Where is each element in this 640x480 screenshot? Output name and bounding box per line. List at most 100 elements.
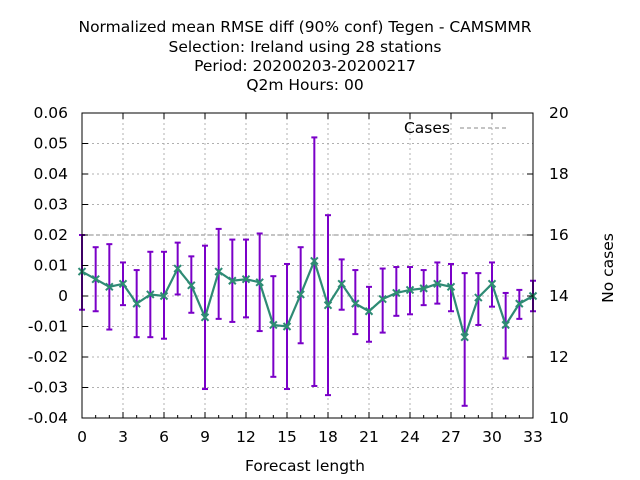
- series-line: [81, 257, 534, 341]
- y2-tick-label: 16: [549, 226, 569, 244]
- data-point: [105, 282, 114, 292]
- axis-ticks: 0 3 6 9 12 15 18 21 24 27 30 33 -0.04 -0.03 -0.02 -0.01…: [28, 104, 569, 446]
- x-tick-label: 24: [400, 428, 420, 446]
- x-tick-label: 12: [236, 428, 256, 446]
- x-tick-label: 21: [359, 428, 379, 446]
- y2-tick-label: 12: [549, 348, 569, 366]
- y2-tick-label: 20: [549, 104, 569, 122]
- y-tick-label: 0.02: [33, 226, 68, 244]
- data-point: [364, 307, 374, 316]
- plot-area: [77, 136, 538, 407]
- data-point-stroke: [118, 279, 128, 289]
- data-point: [282, 322, 292, 331]
- title-line-2: Selection: Ireland using 28 stations: [169, 38, 442, 56]
- data-point-stroke: [269, 320, 278, 330]
- data-point-stroke: [228, 276, 237, 285]
- x-tick-label: 3: [118, 428, 128, 446]
- title-line-3: Period: 20200203-20200217: [194, 57, 416, 75]
- data-point-stroke: [515, 299, 524, 308]
- data-point-stroke: [351, 299, 360, 308]
- data-point: [255, 278, 264, 287]
- data-point: [173, 264, 182, 273]
- data-point-stroke: [378, 294, 387, 304]
- x-tick-label: 15: [277, 428, 297, 446]
- data-point: [323, 300, 333, 310]
- data-point-stroke: [501, 320, 510, 330]
- data-point: [378, 294, 387, 304]
- data-point-stroke: [296, 290, 305, 299]
- data-point: [515, 299, 524, 308]
- data-point: [460, 332, 469, 342]
- y-tick-label: -0.04: [28, 409, 68, 427]
- data-point-stroke: [446, 282, 456, 292]
- x-axis-title: Forecast length: [245, 457, 365, 475]
- data-point-stroke: [132, 299, 141, 308]
- y-tick-label: 0: [58, 287, 68, 305]
- data-point: [310, 256, 319, 266]
- data-point-stroke: [187, 281, 196, 290]
- data-point: [351, 299, 360, 308]
- data-point: [241, 275, 251, 284]
- data-point-stroke: [255, 278, 264, 287]
- x-tick-label: 30: [482, 428, 502, 446]
- data-point-stroke: [105, 282, 114, 292]
- y-tick-label: 0.04: [33, 165, 68, 183]
- data-point-stroke: [91, 275, 100, 284]
- data-point: [118, 279, 128, 289]
- data-point: [146, 290, 155, 299]
- data-point-stroke: [310, 256, 319, 266]
- x-tick-label: 9: [200, 428, 210, 446]
- data-point: [419, 284, 428, 293]
- data-point: [269, 320, 278, 330]
- data-point: [187, 281, 196, 290]
- data-point: [132, 299, 141, 308]
- x-tick-label: 33: [523, 428, 543, 446]
- y-tick-label: 0.05: [33, 135, 68, 153]
- data-point-stroke: [200, 313, 210, 322]
- chart-title: Normalized mean RMSE diff (90% conf) Teg…: [78, 18, 531, 94]
- data-point: [228, 276, 237, 285]
- title-line-4: Q2m Hours: 00: [246, 76, 363, 94]
- y-tick-label: 0.06: [33, 104, 68, 122]
- title-line-1: Normalized mean RMSE diff (90% conf) Teg…: [78, 18, 531, 36]
- data-point-stroke: [392, 288, 401, 298]
- x-tick-label: 27: [441, 428, 461, 446]
- y2-axis-title: No cases: [599, 233, 617, 303]
- x-tick-label: 6: [159, 428, 169, 446]
- data-point-stroke: [159, 291, 169, 301]
- y-tick-label: 0.01: [33, 257, 68, 275]
- data-point-stroke: [323, 300, 333, 310]
- data-point-stroke: [405, 285, 415, 295]
- data-point: [159, 291, 169, 301]
- data-point-stroke: [146, 290, 155, 299]
- data-point: [433, 279, 442, 289]
- data-point-stroke: [419, 284, 428, 293]
- y-tick-label: 0.03: [33, 196, 68, 214]
- data-point: [214, 267, 223, 276]
- y-tick-label: -0.02: [28, 348, 68, 366]
- y2-tick-label: 18: [549, 165, 569, 183]
- data-point-stroke: [241, 275, 251, 284]
- data-point-stroke: [364, 307, 374, 316]
- legend-label-cases: Cases: [404, 119, 450, 137]
- data-point-stroke: [487, 279, 497, 289]
- y2-tick-label: 14: [549, 287, 569, 305]
- data-point-stroke: [214, 267, 223, 276]
- data-point: [337, 279, 346, 289]
- data-point-stroke: [460, 332, 469, 342]
- data-point: [501, 320, 510, 330]
- data-point: [91, 275, 100, 284]
- data-point-stroke: [433, 279, 442, 289]
- grid: [82, 113, 533, 418]
- data-point: [200, 313, 210, 322]
- data-point: [474, 293, 483, 302]
- data-point-stroke: [474, 293, 483, 302]
- y-tick-label: -0.01: [28, 318, 68, 336]
- data-point: [446, 282, 456, 292]
- data-point-stroke: [337, 279, 346, 289]
- x-tick-label: 18: [318, 428, 338, 446]
- y2-tick-label: 10: [549, 409, 569, 427]
- y-tick-label: -0.03: [28, 379, 68, 397]
- data-point: [405, 285, 415, 295]
